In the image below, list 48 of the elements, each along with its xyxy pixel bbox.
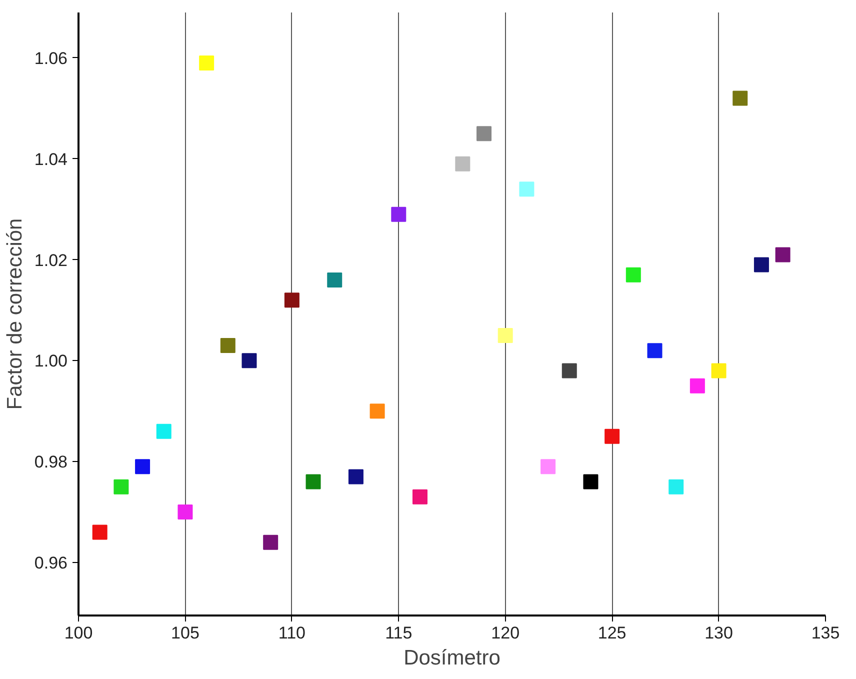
point <box>348 469 364 484</box>
point <box>604 428 620 444</box>
point <box>519 182 534 197</box>
x-tick-label: 135 <box>811 624 840 642</box>
point <box>562 363 577 378</box>
point <box>626 267 641 282</box>
point <box>690 378 705 394</box>
x-tick-label: 120 <box>491 624 520 642</box>
point <box>370 404 385 419</box>
y-axis-title: Factor de corrección <box>3 218 26 410</box>
point <box>476 126 492 142</box>
point <box>391 206 406 222</box>
point <box>284 292 300 308</box>
y-tick-label: 1.00 <box>34 352 68 371</box>
point <box>135 459 150 474</box>
point <box>711 363 726 378</box>
x-tick-label: 110 <box>278 624 306 642</box>
point <box>306 474 321 490</box>
point <box>412 489 428 504</box>
point <box>732 90 748 106</box>
x-tick-label: 105 <box>171 624 200 642</box>
point <box>455 156 470 172</box>
point <box>178 504 193 520</box>
point <box>754 257 769 272</box>
point <box>775 247 790 262</box>
x-tick-label: 115 <box>385 624 412 642</box>
y-tick-label: 0.98 <box>34 452 68 472</box>
point <box>92 524 108 540</box>
x-tick-label: 125 <box>598 624 626 642</box>
point <box>498 328 513 343</box>
point <box>263 534 278 550</box>
point <box>540 459 556 474</box>
y-tick-label: 1.02 <box>34 250 68 270</box>
point <box>583 474 598 490</box>
x-tick-label: 100 <box>64 624 93 642</box>
y-tick-label: 1.04 <box>34 150 68 169</box>
x-axis-title: Dosímetro <box>404 646 500 670</box>
point <box>647 343 662 358</box>
point <box>327 272 342 288</box>
y-tick-label: 0.96 <box>34 554 68 573</box>
point <box>220 338 236 354</box>
point <box>156 424 172 439</box>
x-tick-label: 130 <box>704 624 733 642</box>
point <box>242 353 257 368</box>
point <box>668 479 684 494</box>
y-tick-label: 1.06 <box>34 48 68 68</box>
point <box>199 55 214 70</box>
point <box>114 479 129 494</box>
